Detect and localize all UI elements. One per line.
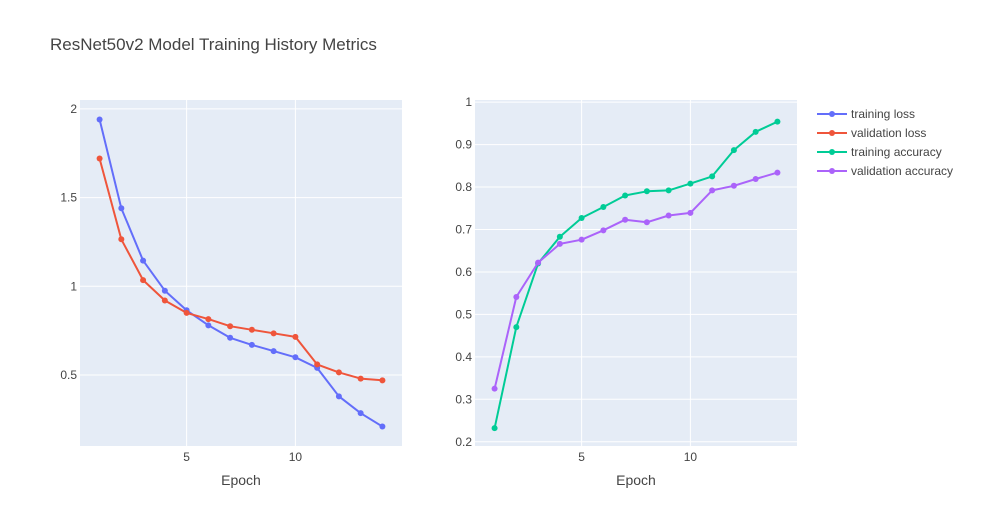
data-point-validation-accuracy — [752, 175, 759, 182]
y-tick-label: 1.5 — [60, 191, 77, 205]
chart-title: ResNet50v2 Model Training History Metric… — [50, 35, 377, 54]
data-point-training-loss — [270, 348, 277, 355]
x-tick-label: 5 — [578, 450, 585, 464]
data-point-validation-loss — [292, 333, 299, 340]
data-point-training-accuracy — [687, 180, 694, 187]
legend-swatch-marker — [829, 111, 835, 117]
x-tick-label: 10 — [684, 450, 698, 464]
data-point-validation-loss — [357, 375, 364, 382]
data-point-training-accuracy — [556, 233, 563, 240]
legend-label: validation loss — [851, 126, 926, 140]
data-point-training-accuracy — [643, 188, 650, 195]
data-point-training-loss — [292, 354, 299, 361]
legend-swatch-marker — [829, 149, 835, 155]
data-point-validation-accuracy — [774, 169, 781, 176]
data-point-validation-loss — [248, 326, 255, 333]
data-point-training-accuracy — [665, 187, 672, 194]
data-point-training-loss — [118, 205, 125, 212]
legend-swatch-marker — [829, 130, 835, 136]
legend-item-training-accuracy: training accuracy — [817, 145, 942, 159]
data-point-validation-loss — [118, 236, 125, 243]
data-point-validation-accuracy — [600, 227, 607, 234]
data-point-training-accuracy — [578, 215, 585, 222]
data-point-validation-loss — [227, 323, 234, 330]
legend-swatch-marker — [829, 168, 835, 174]
loss-subplot: 5 10 0.5 1 1.5 2 Epoch — [60, 100, 402, 488]
data-point-training-loss — [357, 410, 364, 417]
data-point-validation-accuracy — [709, 187, 716, 194]
data-point-validation-accuracy — [578, 236, 585, 243]
y-tick-label: 0.4 — [455, 350, 472, 364]
data-point-validation-loss — [379, 377, 386, 384]
data-point-validation-accuracy — [556, 240, 563, 247]
data-point-training-accuracy — [730, 147, 737, 154]
data-point-training-accuracy — [491, 425, 498, 432]
data-point-validation-loss — [183, 309, 190, 316]
y-tick-label: 1 — [465, 95, 472, 109]
data-point-training-loss — [248, 341, 255, 348]
data-point-training-loss — [161, 287, 168, 294]
y-tick-label: 0.5 — [455, 307, 472, 321]
data-point-training-loss — [379, 423, 386, 430]
legend-item-validation-loss: validation loss — [817, 126, 926, 140]
x-tick-label: 5 — [183, 450, 190, 464]
y-tick-label: 0.8 — [455, 180, 472, 194]
y-tick-label: 1 — [70, 279, 77, 293]
data-point-validation-accuracy — [513, 293, 520, 300]
data-point-training-loss — [205, 322, 212, 329]
series-line-training-loss — [98, 119, 383, 428]
data-point-training-accuracy — [752, 128, 759, 135]
plot-area — [80, 100, 402, 446]
data-point-training-loss — [140, 257, 147, 264]
legend: training loss validation loss training acc… — [817, 107, 953, 178]
data-point-validation-accuracy — [730, 182, 737, 189]
y-tick-label: 0.7 — [455, 222, 472, 236]
accuracy-subplot: 5 10 0.2 0.3 0.4 0.5 0.6 0.7 0.8 0.9 1 Epoch — [455, 95, 797, 488]
data-point-training-accuracy — [513, 324, 520, 331]
data-point-validation-accuracy — [535, 259, 542, 266]
legend-label: training loss — [851, 107, 915, 121]
data-point-validation-loss — [140, 277, 147, 284]
legend-item-training-loss: training loss — [817, 107, 915, 121]
data-point-validation-accuracy — [665, 212, 672, 219]
data-point-training-accuracy — [622, 192, 629, 199]
data-point-training-accuracy — [600, 203, 607, 210]
data-point-training-accuracy — [709, 173, 716, 180]
x-tick-label: 10 — [289, 450, 303, 464]
data-point-validation-accuracy — [643, 219, 650, 226]
data-point-validation-loss — [161, 297, 168, 304]
legend-item-validation-accuracy: validation accuracy — [817, 164, 953, 178]
y-tick-label: 2 — [70, 102, 77, 116]
y-tick-label: 0.5 — [60, 368, 77, 382]
data-point-training-loss — [227, 334, 234, 341]
data-point-validation-loss — [96, 155, 103, 162]
data-point-validation-loss — [335, 369, 342, 376]
data-point-validation-loss — [270, 330, 277, 337]
legend-label: training accuracy — [851, 145, 942, 159]
data-point-training-loss — [96, 116, 103, 123]
data-point-training-accuracy — [774, 118, 781, 125]
data-point-training-loss — [335, 393, 342, 400]
y-tick-label: 0.6 — [455, 265, 472, 279]
legend-label: validation accuracy — [851, 164, 953, 178]
data-point-validation-accuracy — [491, 385, 498, 392]
data-point-validation-accuracy — [687, 209, 694, 216]
data-point-validation-loss — [205, 316, 212, 323]
plot-area — [475, 100, 797, 446]
data-point-validation-accuracy — [622, 216, 629, 223]
data-point-validation-loss — [314, 361, 321, 368]
series-line-validation-accuracy — [493, 171, 778, 389]
x-axis-title: Epoch — [221, 472, 261, 488]
y-tick-label: 0.9 — [455, 138, 472, 152]
series-line-validation-loss — [98, 158, 383, 382]
y-tick-label: 0.3 — [455, 392, 472, 406]
y-tick-label: 0.2 — [455, 435, 472, 449]
x-axis-title: Epoch — [616, 472, 656, 488]
